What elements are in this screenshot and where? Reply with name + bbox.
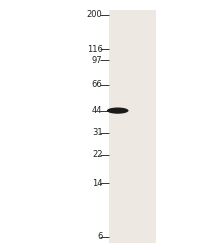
- Text: 200: 200: [87, 10, 103, 19]
- Text: 14: 14: [92, 179, 103, 188]
- Text: 6: 6: [97, 232, 103, 241]
- Text: kDa: kDa: [84, 0, 103, 2]
- Text: 44: 44: [92, 106, 103, 115]
- FancyBboxPatch shape: [109, 10, 156, 242]
- Text: 97: 97: [92, 56, 103, 65]
- Text: 66: 66: [92, 80, 103, 90]
- Text: 22: 22: [92, 150, 103, 159]
- Text: 31: 31: [92, 128, 103, 137]
- Text: 116: 116: [87, 45, 103, 54]
- Ellipse shape: [107, 108, 129, 114]
